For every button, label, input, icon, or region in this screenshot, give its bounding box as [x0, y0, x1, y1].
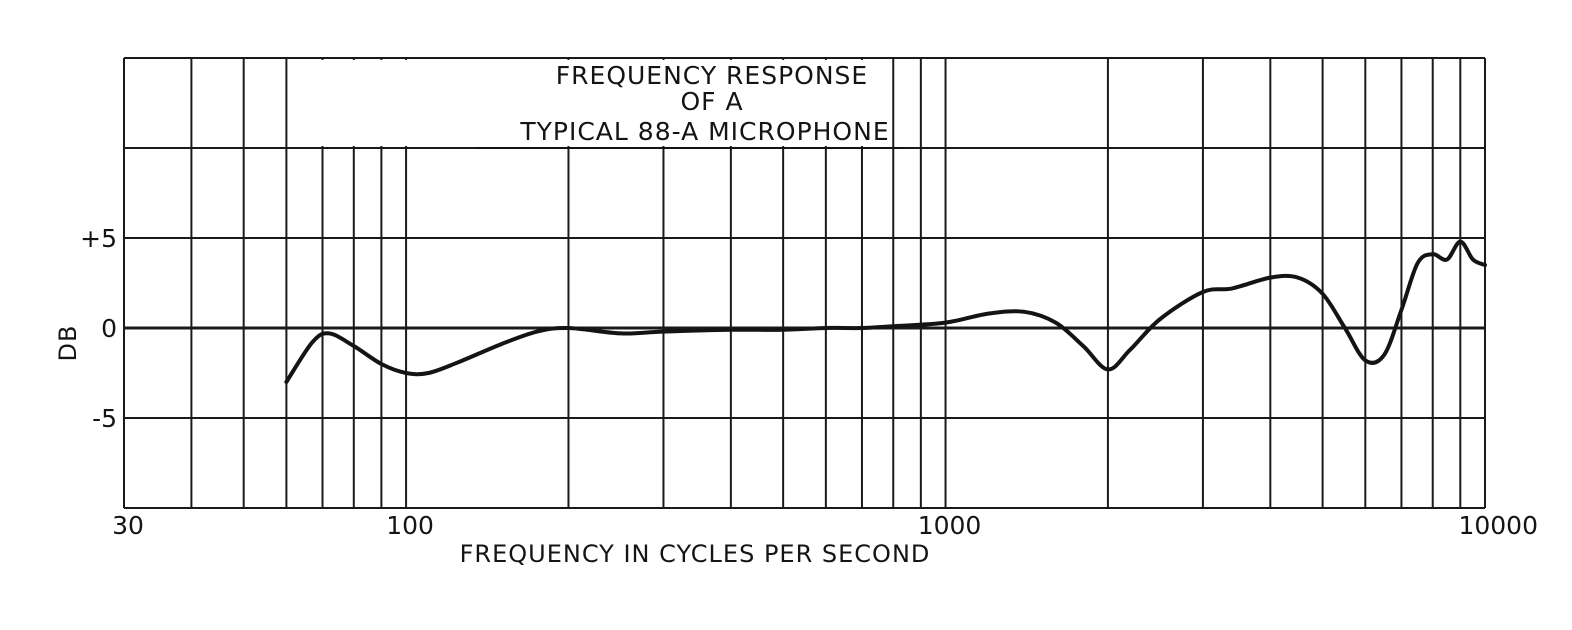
y-axis-label: DB — [54, 325, 82, 362]
chart-title: FREQUENCY RESPONSE OF A TYPICAL 88-A MIC… — [475, 61, 905, 149]
y-tick-label: +5 — [80, 224, 117, 253]
x-tick-label: 10000 — [1458, 511, 1538, 540]
y-tick-label: -5 — [92, 404, 117, 433]
title-background — [289, 60, 891, 146]
x-tick-label: 1000 — [918, 511, 982, 540]
x-tick-labels: 30 100 1000 10000 — [112, 511, 1538, 540]
title-line-3: TYPICAL 88-A MICROPHONE — [519, 117, 889, 146]
title-line-2: OF A — [680, 87, 743, 116]
response-curve-group — [284, 239, 1487, 384]
y-tick-labels: +5 0 -5 — [80, 224, 117, 433]
x-tick-label: 100 — [386, 511, 434, 540]
response-curve — [284, 239, 1487, 384]
x-axis-label: FREQUENCY IN CYCLES PER SECOND — [460, 540, 931, 568]
y-tick-label: 0 — [101, 314, 117, 343]
x-tick-label: 30 — [112, 511, 144, 540]
title-line-1: FREQUENCY RESPONSE — [556, 61, 868, 90]
